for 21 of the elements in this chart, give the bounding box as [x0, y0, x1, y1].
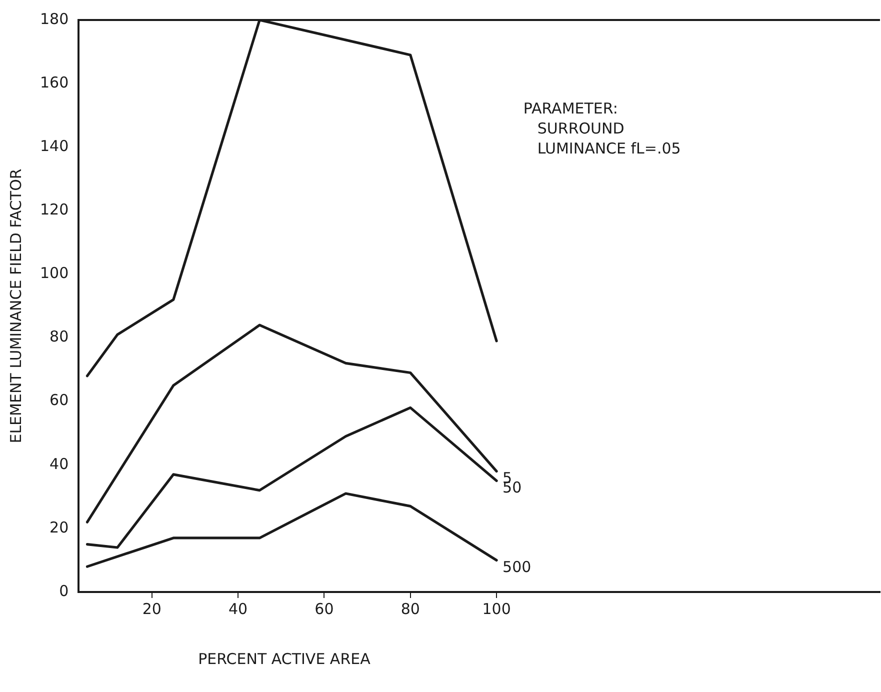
x-tick-label: 60 — [314, 600, 334, 618]
x-tick-label: 80 — [400, 600, 420, 618]
y-tick-label: 140 — [40, 137, 69, 155]
x-tick-label: 40 — [228, 600, 248, 618]
y-tick-label: 60 — [50, 391, 69, 410]
y-tick-label: 120 — [40, 200, 69, 219]
y-tick-label: 80 — [50, 328, 69, 346]
annotation: LUMINANCE fL=.05 — [537, 140, 681, 158]
y-tick-label: 100 — [40, 264, 69, 282]
x-axis-title: PERCENT ACTIVE AREA — [198, 650, 372, 668]
x-tick-label: 100 — [482, 600, 511, 618]
y-tick-label: 160 — [40, 73, 69, 92]
y-tick-label: 20 — [50, 518, 69, 536]
annotation: PARAMETER: — [523, 100, 618, 118]
y-tick-label: 0 — [59, 582, 69, 600]
y-tick-label: 40 — [50, 454, 69, 473]
series-label: 500 — [502, 558, 532, 576]
annotation: SURROUND — [537, 120, 624, 138]
y-axis-title: ELEMENT LUMINANCE FIELD FACTOR — [6, 168, 25, 444]
y-tick-label: 180 — [40, 10, 69, 28]
x-tick-label: 20 — [142, 600, 162, 618]
